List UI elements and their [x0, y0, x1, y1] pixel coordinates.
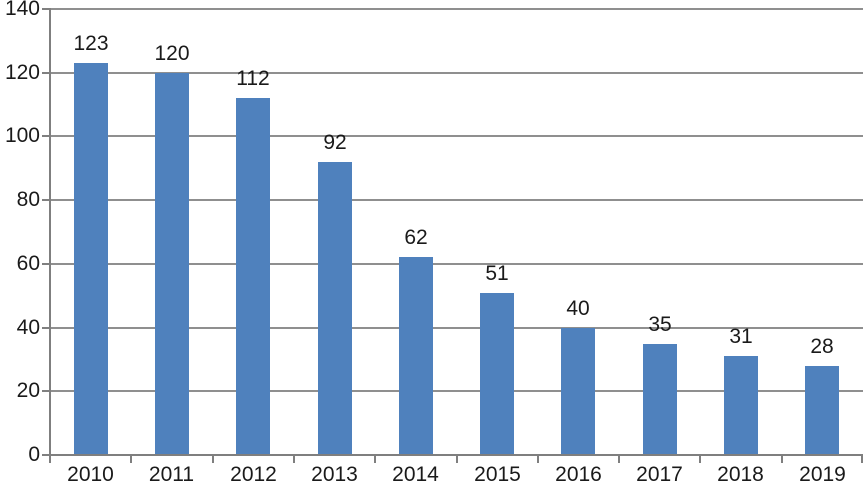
- bar-value-label: 35: [648, 313, 672, 336]
- x-axis-tick: [781, 455, 783, 463]
- bar-value-label: 92: [323, 131, 347, 154]
- x-axis-label: 2019: [799, 463, 846, 486]
- bar-value-label: 112: [236, 67, 270, 90]
- x-axis-label: 2015: [474, 463, 521, 486]
- x-axis-label: 2017: [636, 463, 683, 486]
- bar-value-label: 120: [154, 42, 190, 65]
- y-axis-label: 40: [16, 315, 40, 339]
- y-axis-tick: [42, 326, 50, 329]
- x-axis-tick: [861, 455, 863, 463]
- x-axis-tick: [699, 455, 701, 463]
- y-axis-label: 60: [16, 251, 40, 275]
- y-axis-label: 140: [4, 0, 40, 20]
- bar: [318, 162, 352, 455]
- y-axis-tick: [42, 199, 50, 202]
- y-axis-label: 0: [28, 443, 40, 466]
- x-axis-tick: [374, 455, 376, 463]
- x-axis-tick: [293, 455, 295, 463]
- x-axis-label: 2011: [148, 463, 195, 486]
- x-axis-label: 2018: [717, 463, 764, 486]
- y-axis-tick: [42, 135, 50, 138]
- y-axis-tick: [42, 262, 50, 265]
- y-axis-tick: [42, 454, 50, 456]
- y-axis-label: 120: [4, 60, 40, 84]
- bar: [480, 293, 514, 455]
- gridline: [50, 390, 863, 393]
- x-axis-label: 2010: [67, 463, 114, 486]
- x-axis-label: 2013: [311, 463, 358, 486]
- x-axis-tick: [212, 455, 214, 463]
- bar: [724, 356, 758, 455]
- bar: [805, 366, 839, 455]
- bar: [74, 63, 108, 455]
- y-axis-tick: [42, 71, 50, 74]
- y-axis-label: 20: [16, 379, 40, 403]
- bar-value-label: 40: [566, 297, 590, 320]
- x-axis-tick: [130, 455, 132, 463]
- x-axis-label: 2012: [230, 463, 277, 486]
- y-axis-tick: [42, 390, 50, 393]
- gridline: [50, 262, 863, 265]
- gridline: [50, 135, 863, 138]
- bar-value-label: 31: [729, 325, 753, 348]
- y-axis-label: 80: [16, 188, 40, 212]
- bar-value-label: 51: [485, 262, 509, 285]
- y-axis-label: 100: [4, 124, 40, 148]
- y-axis-tick: [42, 8, 50, 10]
- bar: [236, 98, 270, 455]
- bar: [643, 344, 677, 455]
- x-axis-tick: [618, 455, 620, 463]
- gridline: [50, 326, 863, 329]
- y-axis-line: [49, 8, 51, 463]
- x-axis-label: 2014: [392, 463, 439, 486]
- bar-value-label: 123: [73, 32, 109, 55]
- x-axis-tick: [537, 455, 539, 463]
- gridline: [50, 199, 863, 202]
- bar-value-label: 28: [810, 335, 834, 358]
- x-axis-line: [50, 454, 863, 456]
- x-axis-label: 2016: [555, 463, 602, 486]
- bar: [561, 328, 595, 455]
- gridline: [50, 71, 863, 74]
- gridline: [50, 8, 863, 10]
- bar: [399, 257, 433, 455]
- bar-value-label: 62: [404, 226, 428, 249]
- x-axis-tick: [456, 455, 458, 463]
- bar: [155, 73, 189, 455]
